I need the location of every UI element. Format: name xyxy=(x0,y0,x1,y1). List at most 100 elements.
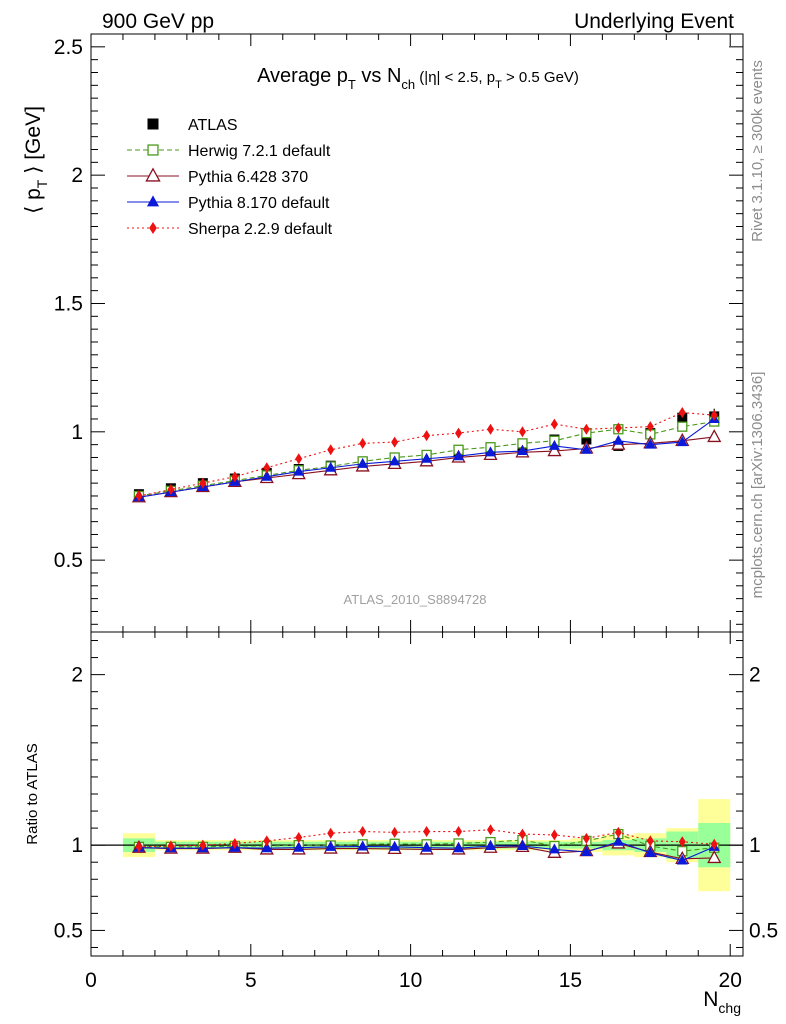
ratio-point-pythia8 xyxy=(357,840,369,851)
y-tick-label: 1 xyxy=(71,421,83,444)
main-point-sherpa xyxy=(710,409,718,421)
ratio-panel-series xyxy=(91,824,743,865)
main-point-pythia8 xyxy=(357,457,369,468)
ratio-point-pythia8 xyxy=(548,843,560,854)
ratio-point-sherpa xyxy=(295,831,303,843)
ratio-point-sherpa xyxy=(423,826,431,838)
main-point-pythia8 xyxy=(453,450,465,461)
x-tick-label: 0 xyxy=(85,969,97,992)
legend-entry-herwig: Herwig 7.2.1 default xyxy=(127,143,331,160)
ratio-point-pythia8 xyxy=(612,835,624,846)
legend-label-atlas: ATLAS xyxy=(188,117,238,134)
ratio-point-pythia8 xyxy=(261,842,273,853)
main-point-sherpa xyxy=(167,484,175,496)
ratio-point-sherpa xyxy=(455,826,463,838)
legend-marker-sherpa xyxy=(149,221,157,235)
ratio-point-sherpa xyxy=(327,827,335,839)
main-point-sherpa xyxy=(550,418,558,430)
y-axis-label-prefix: ⟨ p xyxy=(22,188,45,214)
main-point-atlas xyxy=(581,434,592,445)
header-right: Underlying Event xyxy=(574,10,734,33)
ratio-y-tick-label-right: 1 xyxy=(749,834,761,857)
legend-marker-herwig xyxy=(147,144,159,156)
x-tick-label: 10 xyxy=(399,969,422,992)
main-point-pythia8 xyxy=(612,434,624,445)
y-tick-label: 2 xyxy=(71,164,83,187)
mcplots-reference-label: mcplots.cern.ch [arXiv:1306.3436] xyxy=(749,372,766,599)
y-axis-label-suffix: ⟩ [GeV] xyxy=(22,106,45,180)
main-point-sherpa xyxy=(614,422,622,434)
x-tick-label: 20 xyxy=(719,969,742,992)
main-point-herwig xyxy=(677,421,688,432)
legend-entry-atlas: ATLAS xyxy=(147,117,238,134)
main-point-sherpa xyxy=(678,407,686,419)
main-point-pythia8 xyxy=(580,443,592,454)
ratio-point-pythia8 xyxy=(516,840,528,851)
main-point-sherpa xyxy=(582,423,590,435)
y-axis-label: ⟨ pT ⟩ [GeV] xyxy=(22,106,50,214)
main-point-pythia8 xyxy=(516,445,528,456)
ratio-point-sherpa xyxy=(359,826,367,838)
ratio-series-sherpa xyxy=(135,824,718,853)
plot-title: Average pT vs Nch (|η| < 2.5, pT > 0.5 G… xyxy=(257,65,579,92)
legend: ATLAS Herwig 7.2.1 default Pythia 6.428 37… xyxy=(127,117,333,238)
ratio-point-pythia8 xyxy=(421,841,433,852)
ratio-point-sherpa xyxy=(263,835,271,847)
main-panel-series xyxy=(131,407,722,503)
main-point-sherpa xyxy=(263,462,271,474)
plot-title-cut-suffix: > 0.5 GeV) xyxy=(502,69,579,86)
main-point-sherpa xyxy=(455,427,463,439)
legend-marker-pythia6 xyxy=(145,167,161,182)
legend-label-herwig: Herwig 7.2.1 default xyxy=(188,143,331,160)
ratio-point-sherpa xyxy=(550,829,558,841)
main-point-pythia8 xyxy=(261,470,273,481)
main-point-pythia8 xyxy=(676,436,688,447)
ratio-y-tick-label-left: 2 xyxy=(71,664,83,687)
ratio-point-pythia8 xyxy=(580,845,592,856)
ratio-y-tick-label-left: 0.5 xyxy=(54,919,83,942)
y-tick-label: 2.5 xyxy=(54,36,83,59)
ratio-point-pythia8 xyxy=(389,840,401,851)
plot-title-sub: T xyxy=(348,77,356,92)
main-point-sherpa xyxy=(423,430,431,442)
main-point-pythia8 xyxy=(548,439,560,450)
main-line-pythia6 xyxy=(138,436,715,498)
ratio-point-pythia8 xyxy=(453,842,465,853)
x-axis-label: Nchg xyxy=(703,988,741,1016)
ratio-point-pythia8 xyxy=(293,841,305,852)
main-point-pythia8 xyxy=(644,438,656,449)
y-tick-label: 0.5 xyxy=(54,549,83,572)
ratio-point-sherpa xyxy=(167,840,175,852)
ratio-point-sherpa xyxy=(710,838,718,850)
plot-title-cut-prefix: (|η| < 2.5, p xyxy=(415,69,495,86)
main-point-pythia8 xyxy=(389,455,401,466)
ratio-point-sherpa xyxy=(487,824,495,836)
ratio-panel-frame xyxy=(90,631,744,957)
ratio-point-pythia8 xyxy=(485,840,497,851)
ratio-y-axis-label: Ratio to ATLAS xyxy=(24,743,41,844)
ratio-point-sherpa xyxy=(199,839,207,851)
ratio-point-sherpa xyxy=(135,841,143,853)
main-point-pythia8 xyxy=(325,461,337,472)
x-axis-label-sub: chg xyxy=(718,1000,741,1016)
legend-marker-atlas xyxy=(147,118,159,130)
main-point-sherpa xyxy=(359,437,367,449)
x-axis-label-main: N xyxy=(703,988,718,1011)
ratio-point-sherpa xyxy=(518,828,526,840)
main-point-sherpa xyxy=(487,423,495,435)
header-left: 900 GeV pp xyxy=(102,10,214,33)
ratio-point-pythia8 xyxy=(676,854,688,865)
ratio-y-tick-label-right: 0.5 xyxy=(749,919,778,942)
ratio-point-pythia6 xyxy=(707,850,722,864)
ratio-point-pythia8 xyxy=(644,846,656,857)
ratio-point-sherpa xyxy=(231,837,239,849)
y-axis-label-sub: T xyxy=(34,179,50,188)
main-point-sherpa xyxy=(231,471,239,483)
legend-marker-pythia8 xyxy=(146,195,160,207)
plot-title-prefix: Average p xyxy=(257,65,348,87)
legend-label-pythia8: Pythia 8.170 default xyxy=(188,195,330,212)
legend-label-pythia6: Pythia 6.428 370 xyxy=(188,169,308,186)
ratio-point-sherpa xyxy=(614,826,622,838)
legend-entry-pythia6: Pythia 6.428 370 xyxy=(127,167,308,186)
